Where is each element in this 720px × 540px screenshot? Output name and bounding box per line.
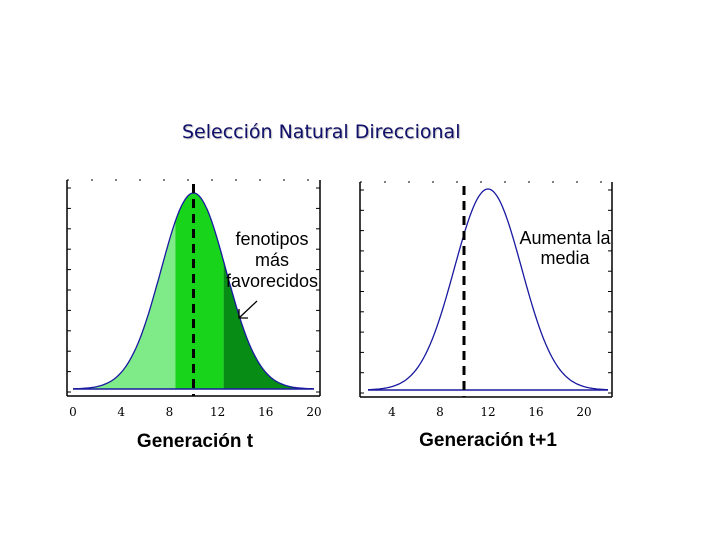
chart-right: 4 8 12 16 20 Generación t+1 Aumenta la media: [359, 181, 613, 451]
x-axis-label: Generación t+1: [419, 430, 557, 451]
annotation-line-2: más: [255, 250, 289, 270]
arrow-icon: [238, 300, 258, 319]
chart-title: Selección Natural Direccional: [182, 121, 461, 143]
x-tick-label: 0: [69, 405, 77, 419]
x-axis-label: Generación t: [137, 431, 254, 452]
x-tick-label: 12: [480, 405, 495, 419]
x-tick-label: 4: [388, 405, 396, 419]
x-tick-label: 8: [436, 405, 444, 419]
x-tick-label: 8: [166, 405, 174, 419]
x-tick-label: 20: [306, 405, 321, 419]
x-tick-labels: 4 8 12 16 20: [388, 405, 591, 419]
annotation-line-2: media: [540, 248, 590, 268]
x-tick-label: 16: [528, 405, 543, 419]
annotation-line-1: fenotipos: [235, 229, 308, 249]
x-tick-label: 4: [117, 405, 125, 419]
chart-left: 0 4 8 12 16 20 Generación t fenotipos más fav…: [66, 179, 322, 452]
shaded-regions: [73, 193, 314, 389]
x-tick-label: 20: [576, 405, 591, 419]
x-tick-labels: 0 4 8 12 16 20: [69, 405, 321, 419]
axis-frame: [359, 181, 613, 398]
annotation-line-1: Aumenta la: [519, 228, 611, 248]
shaded-region-1: [73, 221, 176, 389]
x-tick-label: 12: [210, 405, 225, 419]
distribution-curve: [367, 188, 609, 391]
x-tick-label: 16: [258, 405, 273, 419]
shaded-region-2: [175, 193, 224, 389]
annotation: Aumenta la media: [519, 228, 611, 268]
annotation-line-3: favorecidos: [226, 271, 318, 291]
axis-frame: [66, 179, 321, 397]
annotation: fenotipos más favorecidos: [226, 229, 318, 319]
shaded-region-3: [223, 261, 314, 389]
